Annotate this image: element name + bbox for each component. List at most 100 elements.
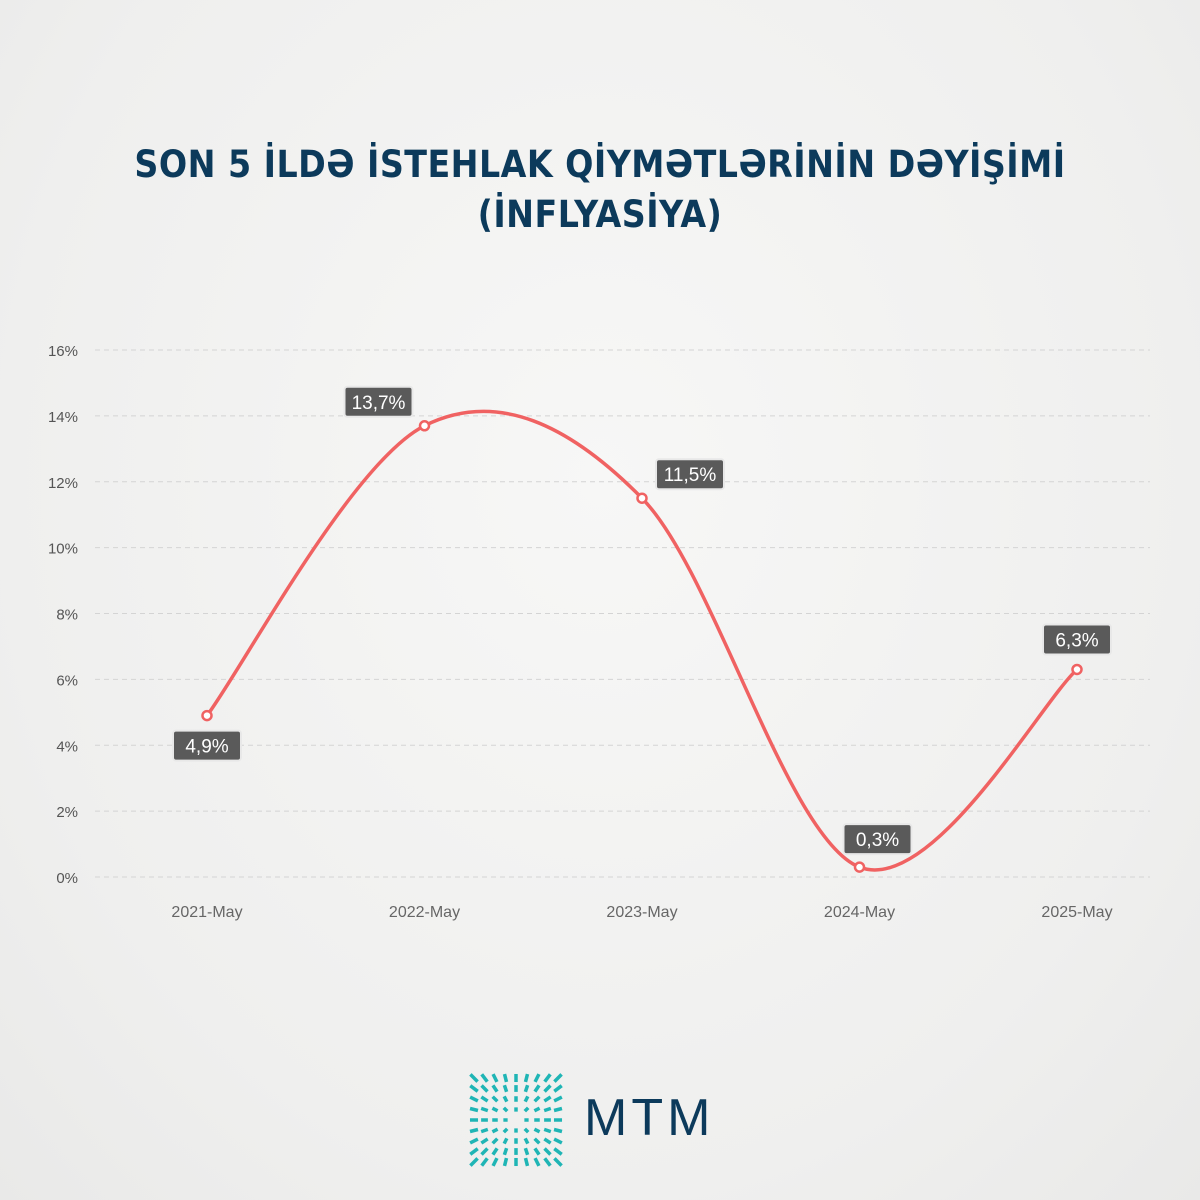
data-point xyxy=(636,492,648,504)
y-tick-label: 2% xyxy=(56,804,78,821)
logo-dash xyxy=(553,1127,563,1134)
y-tick-label: 0% xyxy=(56,870,78,887)
data-label-box xyxy=(1042,623,1112,656)
data-point xyxy=(418,420,431,432)
x-tick-label: 2022-May xyxy=(389,904,460,921)
series-line xyxy=(205,409,1079,872)
data-label: 13,7% xyxy=(352,393,406,414)
logo-dash xyxy=(469,1095,479,1103)
y-tick-label: 4% xyxy=(56,738,78,755)
logo-dash xyxy=(480,1157,489,1167)
title-line-1: SON 5 İLDƏ İSTEHLAK QİYMƏTLƏRİNİN DƏYİŞİ… xyxy=(134,143,1066,186)
logo-dash xyxy=(533,1127,541,1134)
y-tick-label: 12% xyxy=(48,475,78,492)
logo-dash xyxy=(523,1157,530,1167)
chart-title: SON 5 İLDƏ İSTEHLAK QİYMƏTLƏRİNİN DƏYİŞİ… xyxy=(0,140,1200,240)
logo-dash xyxy=(543,1127,552,1134)
logo-dash xyxy=(491,1073,499,1083)
logo-dash xyxy=(480,1127,489,1134)
logo-dash xyxy=(553,1095,563,1103)
logo-dash xyxy=(491,1084,499,1093)
data-label-box xyxy=(172,729,242,762)
logo-dash xyxy=(533,1157,541,1167)
logo-dash xyxy=(553,1084,563,1093)
data-label-box xyxy=(343,385,414,418)
logo-dash xyxy=(502,1106,509,1113)
logo-dash xyxy=(553,1147,563,1156)
logo-dash xyxy=(533,1095,541,1103)
logo-dash xyxy=(469,1157,479,1167)
logo-dash xyxy=(533,1073,541,1083)
data-label: 4,9% xyxy=(185,737,228,758)
logo-dash xyxy=(523,1084,530,1093)
data-label: 0,3% xyxy=(856,830,899,851)
logo-dash xyxy=(469,1137,479,1145)
data-point xyxy=(853,861,866,873)
logo-dash xyxy=(533,1084,541,1093)
data-label-box xyxy=(655,458,725,491)
logo-dash xyxy=(553,1106,563,1113)
logo-dash xyxy=(480,1084,489,1093)
logo-dash xyxy=(502,1137,509,1145)
logo-dash xyxy=(502,1084,509,1093)
logo-dash xyxy=(523,1127,530,1134)
logo-dash xyxy=(502,1147,509,1156)
mtm-logo-icon xyxy=(469,1073,563,1167)
logo-dash xyxy=(491,1127,499,1134)
logo-dash xyxy=(533,1147,541,1156)
logo-dash xyxy=(543,1106,552,1113)
logo-dash xyxy=(543,1137,552,1145)
x-tick-label: 2024-May xyxy=(824,904,895,921)
logo-dash xyxy=(553,1157,563,1167)
logo-dash xyxy=(543,1147,552,1156)
logo-dash xyxy=(469,1084,479,1093)
logo-dash xyxy=(523,1073,530,1083)
x-tick-label: 2023-May xyxy=(606,904,677,921)
logo-dash xyxy=(502,1157,509,1167)
logo-dash xyxy=(502,1127,509,1134)
logo-dash xyxy=(480,1137,489,1145)
y-tick-label: 8% xyxy=(56,607,78,624)
logo-dash xyxy=(480,1073,489,1083)
logo-dash xyxy=(480,1095,489,1103)
logo-text: MTM xyxy=(584,1089,715,1147)
data-label: 11,5% xyxy=(664,465,717,486)
logo-dash xyxy=(491,1095,499,1103)
y-tick-label: 14% xyxy=(48,409,78,426)
logo-dash xyxy=(491,1137,499,1145)
logo-dash xyxy=(469,1073,479,1083)
logo-dash xyxy=(491,1157,499,1167)
logo-dash xyxy=(523,1106,530,1113)
logo-dash xyxy=(543,1157,552,1167)
logo-dash xyxy=(533,1106,541,1113)
logo-dash xyxy=(491,1147,499,1156)
data-label-box xyxy=(842,823,913,856)
data-label: 6,3% xyxy=(1055,630,1098,651)
logo-dash xyxy=(523,1147,530,1156)
logo-dash xyxy=(491,1106,499,1113)
logo-dash xyxy=(543,1073,552,1083)
x-tick-label: 2025-May xyxy=(1041,904,1112,921)
title-line-2: (İNFLYASİYA) xyxy=(477,193,723,236)
y-tick-label: 16% xyxy=(48,343,78,360)
logo-dash xyxy=(469,1147,479,1156)
logo-dash xyxy=(469,1106,479,1113)
logo-dash xyxy=(553,1137,563,1145)
y-tick-label: 6% xyxy=(56,672,78,689)
y-tick-label: 10% xyxy=(48,541,78,558)
x-tick-label: 2021-May xyxy=(171,904,242,921)
logo-dash xyxy=(543,1095,552,1103)
logo-dash xyxy=(502,1073,509,1083)
logo-dash xyxy=(523,1095,530,1103)
data-point xyxy=(201,709,213,722)
data-point xyxy=(1071,663,1083,676)
logo-dash xyxy=(469,1127,479,1134)
logo-dash xyxy=(543,1084,552,1093)
logo-dash xyxy=(480,1106,489,1113)
logo-dash xyxy=(523,1137,530,1145)
logo-dash xyxy=(553,1073,563,1083)
logo-dash xyxy=(480,1147,489,1156)
logo-dash xyxy=(502,1095,509,1103)
